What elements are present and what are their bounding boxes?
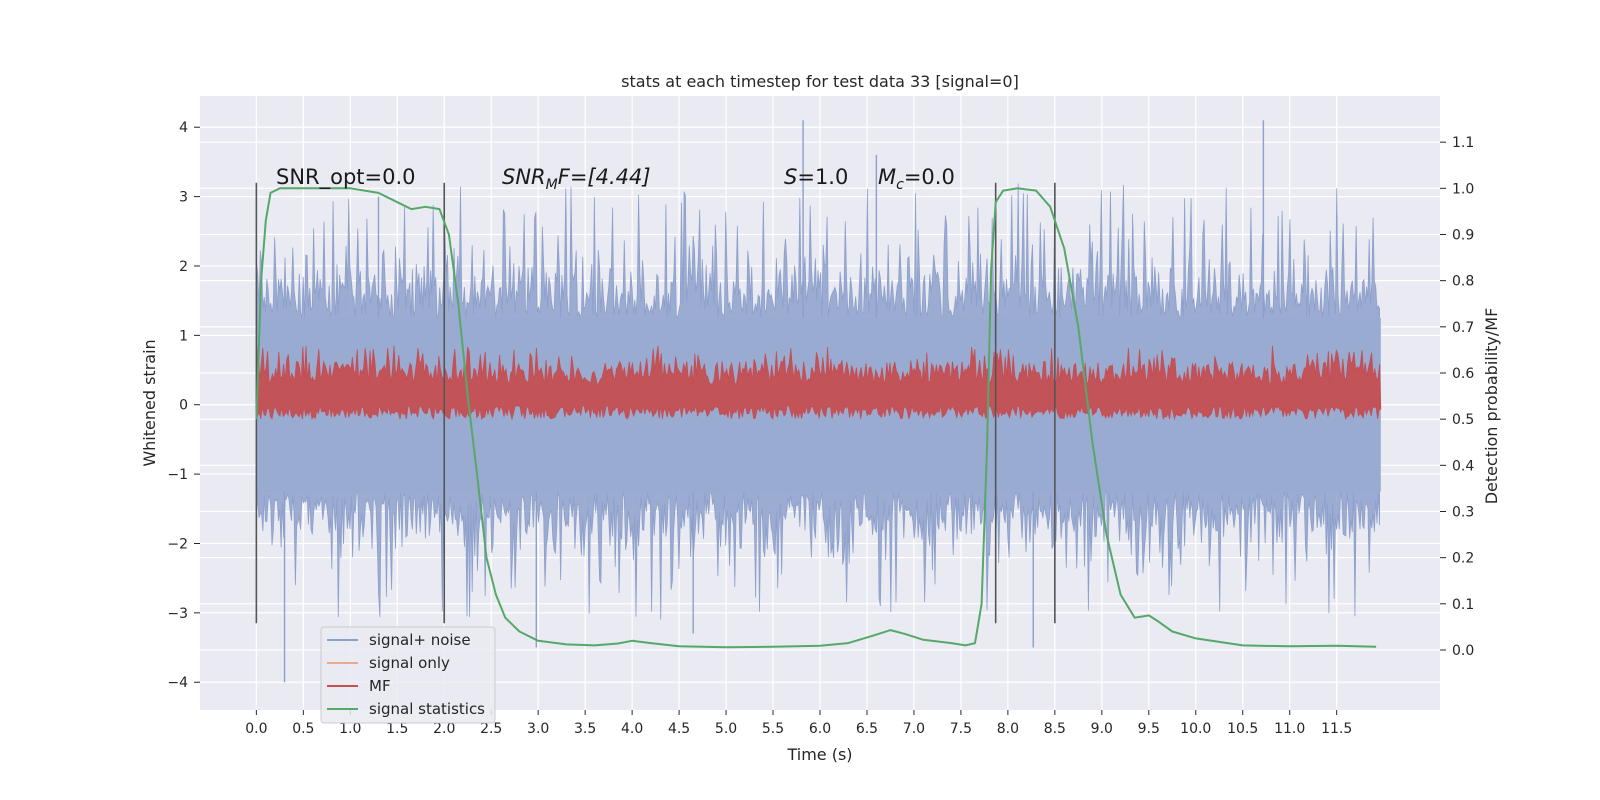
- x-tick-label: 3.5: [574, 721, 596, 737]
- x-tick-label: 1.5: [386, 721, 408, 737]
- legend-label-statistics: signal statistics: [369, 700, 485, 718]
- legend-box: [320, 626, 496, 724]
- y-tick-label: −3: [167, 606, 188, 622]
- x-tick-label: 10.5: [1227, 721, 1258, 737]
- x-tick-label: 0.0: [245, 721, 267, 737]
- y-tick-label: 3: [179, 190, 188, 206]
- y2-tick-label: 0.0: [1452, 643, 1474, 659]
- x-ticks: 0.0 0.5 1.0 1.5 2.0 2.5 3.0 3.5 4.0 4.5 5.0 5.5 6.0 6…: [245, 710, 1352, 737]
- x-tick-label: 11.5: [1321, 721, 1352, 737]
- signal-markers: [255, 182, 1056, 624]
- x-tick-label: 6.5: [856, 721, 878, 737]
- y2-tick-label: 0.3: [1452, 504, 1474, 520]
- annotation-snr-mf: SNRMF=[4.44]: [502, 165, 651, 193]
- x-tick-label: 5.5: [762, 721, 784, 737]
- y-tick-label: 0: [179, 398, 188, 414]
- y2-tick-label: 0.9: [1452, 227, 1474, 243]
- y2-tick-label: 0.4: [1452, 458, 1474, 474]
- mf-series: [255, 345, 1382, 421]
- y2-tick-label: 1.1: [1452, 135, 1474, 151]
- x-tick-label: 6.0: [809, 721, 831, 737]
- chart-title: stats at each timestep for test data 33 …: [621, 72, 1019, 91]
- annotation-s: S=1.0: [784, 165, 848, 189]
- x-axis-label: Time (s): [786, 745, 852, 764]
- x-tick-label: 10.0: [1180, 721, 1211, 737]
- y-tick-label: 2: [179, 259, 188, 275]
- x-tick-label: 4.5: [668, 721, 690, 737]
- x-tick-label: 9.5: [1138, 721, 1160, 737]
- y2-ticks: 0.0 0.1 0.2 0.3 0.4 0.5 0.6 0.7 0.8 0.9 1.0 1.1: [1440, 135, 1474, 659]
- x-tick-label: 4.0: [621, 721, 643, 737]
- y-tick-label: 4: [179, 120, 188, 136]
- y2-tick-label: 0.1: [1452, 597, 1474, 613]
- y-tick-label: −2: [167, 536, 188, 552]
- x-tick-label: 7.0: [903, 721, 925, 737]
- x-tick-label: 5.0: [715, 721, 737, 737]
- x-tick-label: 8.0: [997, 721, 1019, 737]
- legend-label-signal-only: signal only: [369, 654, 450, 672]
- y-tick-label: −1: [167, 467, 188, 483]
- y2-tick-label: 1.0: [1452, 181, 1474, 197]
- x-tick-label: 2.0: [433, 721, 455, 737]
- x-tick-label: 8.5: [1044, 721, 1066, 737]
- annotation-snr-opt: SNR_opt=0.0: [276, 165, 416, 190]
- y2-tick-label: 0.2: [1452, 551, 1474, 567]
- x-tick-label: 9.0: [1091, 721, 1113, 737]
- x-tick-label: 0.5: [292, 721, 314, 737]
- y2-tick-label: 0.7: [1452, 320, 1474, 336]
- x-tick-label: 3.0: [527, 721, 549, 737]
- x-tick-label: 11.0: [1274, 721, 1305, 737]
- statistics-series: [255, 187, 1377, 649]
- y-axis-label: Whitened strain: [140, 339, 159, 466]
- x-tick-label: 1.0: [339, 721, 361, 737]
- y2-tick-label: 0.5: [1452, 412, 1474, 428]
- y2-axis-label: Detection probability/MF: [1482, 308, 1501, 505]
- legend: signal+ noise signal only MF signal stat…: [320, 626, 496, 724]
- statistics-line: [255, 187, 1377, 649]
- annotation-mc: Mc=0.0: [878, 165, 955, 193]
- legend-label-noise: signal+ noise: [369, 631, 471, 649]
- legend-label-mf: MF: [369, 677, 391, 695]
- mf-band: [255, 345, 1382, 421]
- y-tick-label: −4: [167, 675, 188, 691]
- x-tick-label: 2.5: [480, 721, 502, 737]
- y-tick-label: 1: [179, 328, 188, 344]
- y-ticks: −4 −3 −2 −1 0 1 2 3 4: [167, 120, 200, 691]
- x-tick-label: 7.5: [950, 721, 972, 737]
- y2-tick-label: 0.8: [1452, 274, 1474, 290]
- y2-tick-label: 0.6: [1452, 366, 1474, 382]
